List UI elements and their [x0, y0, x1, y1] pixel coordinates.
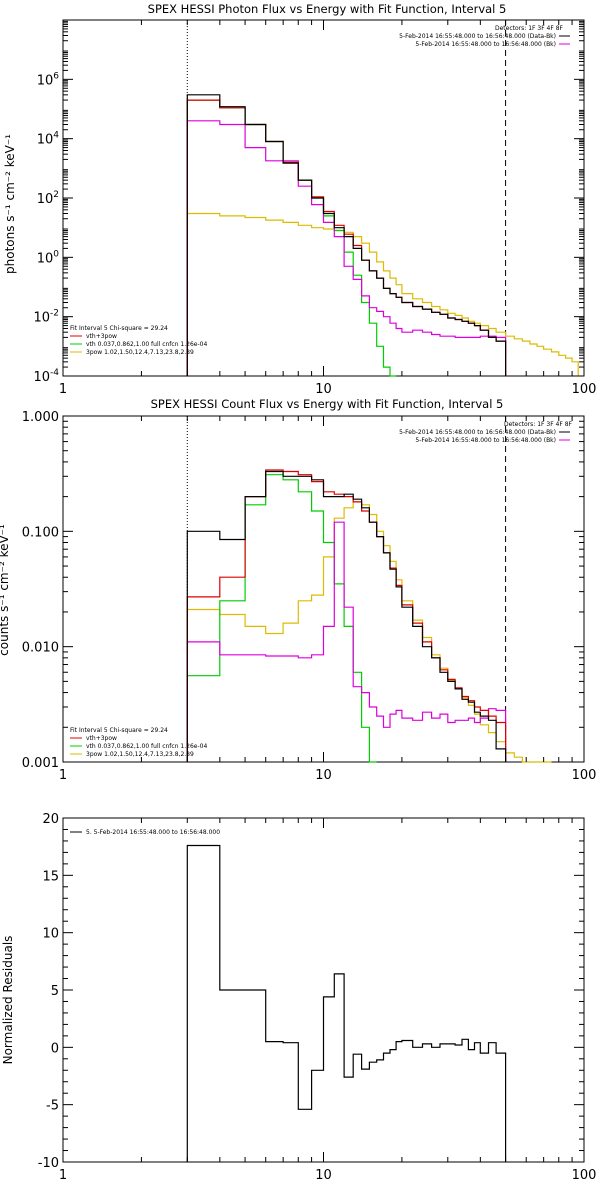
- residuals-x-tick-label: 1: [59, 1168, 67, 1183]
- photon-legend-3pow: 3pow 1.02,1.50,12.4,7.13,23.8,2.89: [86, 349, 194, 356]
- photon-y-tick-label: 106: [37, 71, 60, 88]
- count-legend-fit-interval: Fit Interval 5 Chi-square = 29.24: [70, 727, 168, 734]
- count-x-tick-label: 1: [59, 768, 67, 783]
- residuals-y-axis-label: Normalized Residuals: [1, 936, 15, 1065]
- residuals-y-tick-label: 15: [42, 869, 59, 884]
- photon-y-tick-label: 10-4: [33, 368, 59, 385]
- count-series-5-feb-2014-16-55-48-000-to-16-56-48-000-data-bk: [186, 470, 507, 762]
- count-legend-left: Fit Interval 5 Chi-square = 29.24 vth+3p…: [70, 727, 207, 758]
- count-y-axis-label: counts s⁻¹ cm⁻² keV⁻¹: [0, 524, 11, 656]
- count-legend-right: Detectors: 1F 3F 4F 8F 5-Feb-2014 16:55:…: [399, 421, 572, 444]
- count-y-tick-label: 0.001: [22, 756, 59, 771]
- residuals-y-tick-label: 10: [42, 927, 59, 942]
- count-y-tick-label: 1.000: [22, 410, 59, 425]
- residuals-y-tick-label: -10: [38, 1156, 59, 1171]
- count-flux-panel: SPEX HESSI Count Flux vs Energy with Fit…: [0, 397, 596, 783]
- count-y-tick-label: 0.010: [22, 641, 59, 656]
- photon-x-tick-label: 10: [315, 382, 332, 397]
- photon-series-vth-3pow: [186, 99, 507, 376]
- photon-legend-left: Fit Interval 5 Chi-square = 29.24 vth+3p…: [70, 325, 207, 356]
- count-series-5-feb-2014-16-55-48-000-to-16-56-48-000-bk: [186, 521, 507, 762]
- photon-series-5-feb-2014-16-55-48-000-to-16-56-48-000-bk: [186, 120, 507, 376]
- photon-legend-vth3pow: vth+3pow: [86, 333, 117, 340]
- count-y-tick-label: 0.100: [22, 525, 59, 540]
- photon-x-tick-label: 1: [59, 382, 67, 397]
- photon-y-tick-label: 104: [37, 131, 60, 148]
- photon-chart-title: SPEX HESSI Photon Flux vs Energy with Fi…: [148, 2, 507, 16]
- photon-series-vth: [186, 99, 397, 377]
- photon-legend-bk: 5-Feb-2014 16:55:48.000 to 16:56:48.000 …: [415, 41, 556, 48]
- photon-legend-right: Detectors: 1F 3F 4F 8F 5-Feb-2014 16:55:…: [399, 25, 570, 48]
- count-legend-vth3pow: vth+3pow: [86, 735, 117, 742]
- residuals-legend: 5. 5-Feb-2014 16:55:48.000 to 16:56:48.0…: [86, 829, 220, 836]
- residuals-y-tick-label: 0: [51, 1041, 59, 1056]
- photon-legend-fit-interval: Fit Interval 5 Chi-square = 29.24: [70, 325, 168, 332]
- residuals-y-tick-label: -5: [46, 1099, 59, 1114]
- photon-y-axis-label: photons s⁻¹ cm⁻² keV⁻¹: [3, 134, 17, 274]
- count-chart-title: SPEX HESSI Count Flux vs Energy with Fit…: [151, 397, 504, 411]
- residuals-x-tick-label: 10: [315, 1168, 332, 1183]
- photon-y-tick-label: 10-2: [33, 309, 59, 326]
- photon-x-tick-label: 100: [572, 382, 597, 397]
- count-series-vth: [186, 474, 377, 763]
- count-series-vth-3pow: [186, 469, 507, 762]
- photon-y-tick-label: 100: [37, 249, 60, 266]
- count-legend-detectors: Detectors: 1F 3F 4F 8F: [504, 421, 573, 428]
- count-legend-bk: 5-Feb-2014 16:55:48.000 to 16:56:48.000 …: [415, 437, 556, 444]
- count-legend-data-bk: 5-Feb-2014 16:55:48.000 to 16:56:48.000 …: [399, 429, 556, 436]
- residuals-x-tick-label: 100: [572, 1168, 597, 1183]
- photon-series-5-feb-2014-16-55-48-000-to-16-56-48-000-data-bk: [186, 94, 507, 376]
- residuals-series-5-5-feb-2014-16-55-48-000-to-16-56-48-000: [186, 844, 507, 1162]
- photon-flux-panel: SPEX HESSI Photon Flux vs Energy with Fi…: [3, 2, 596, 397]
- photon-series-3pow: [186, 212, 579, 376]
- count-legend-3pow: 3pow 1.02,1.50,12.4,7.13,23.8,2.89: [86, 751, 194, 758]
- photon-legend-data-bk: 5-Feb-2014 16:55:48.000 to 16:56:48.000 …: [399, 33, 556, 40]
- residuals-y-tick-label: 20: [42, 812, 59, 827]
- residuals-y-tick-label: 5: [51, 984, 59, 999]
- photon-legend-vth: vth 0.037,0.862,1.00 full cnfcn 1.26e-04: [86, 341, 207, 348]
- count-x-tick-label: 100: [572, 768, 597, 783]
- residuals-panel: 1 10 100 20 15 10 5 0 -5 -10 Normalized Residuals…: [1, 812, 596, 1183]
- count-legend-vth: vth 0.037,0.862,1.00 full cnfcn 1.26e-04: [86, 743, 207, 750]
- photon-legend-detectors: Detectors: 1F 3F 4F 8F: [495, 25, 564, 32]
- count-x-tick-label: 10: [315, 768, 332, 783]
- photon-y-tick-label: 102: [37, 190, 59, 207]
